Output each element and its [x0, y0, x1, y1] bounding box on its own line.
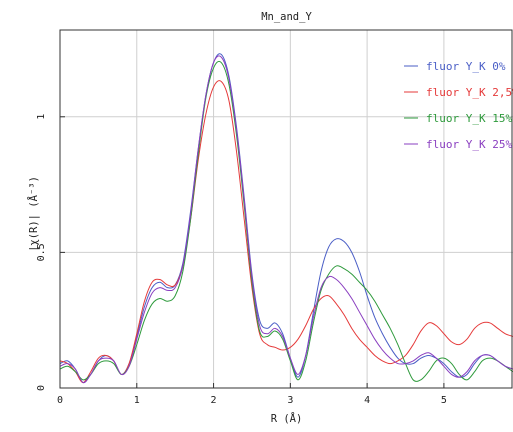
legend-entry: fluor Y_K 15%	[426, 112, 512, 125]
y-axis: 00.51	[36, 114, 65, 391]
series-line-3	[59, 55, 513, 384]
x-tick-label: 2	[211, 395, 217, 406]
x-tick-label: 4	[364, 395, 370, 406]
x-tick-label: 5	[441, 395, 447, 406]
y-tick-label: 0.5	[36, 243, 47, 261]
y-axis-label: |χ(R)| (Å⁻³)	[27, 176, 40, 252]
y-tick-label: 0	[36, 385, 47, 391]
legend-entry: fluor Y_K 0%	[426, 60, 506, 73]
x-tick-label: 0	[57, 395, 63, 406]
series-line-1	[59, 80, 513, 384]
series-line-2	[59, 60, 513, 382]
x-tick-label: 1	[134, 395, 140, 406]
legend: fluor Y_K 0% fluor Y_K 2,5% fluor Y_K 15% f…	[404, 60, 513, 151]
series-layer	[59, 53, 513, 384]
grid	[60, 30, 513, 388]
legend-entry: fluor Y_K 2,5%	[426, 86, 513, 99]
legend-entry: fluor Y_K 25%	[426, 138, 512, 151]
plot-frame	[59, 29, 513, 389]
series-line-0	[59, 53, 513, 384]
x-axis: 0 1 2 3 4 5	[57, 383, 447, 406]
y-tick-label: 1	[36, 114, 47, 120]
x-axis-label: R (Å)	[271, 412, 303, 425]
x-tick-label: 3	[287, 395, 293, 406]
chart-title: Mn_and_Y	[261, 11, 312, 23]
